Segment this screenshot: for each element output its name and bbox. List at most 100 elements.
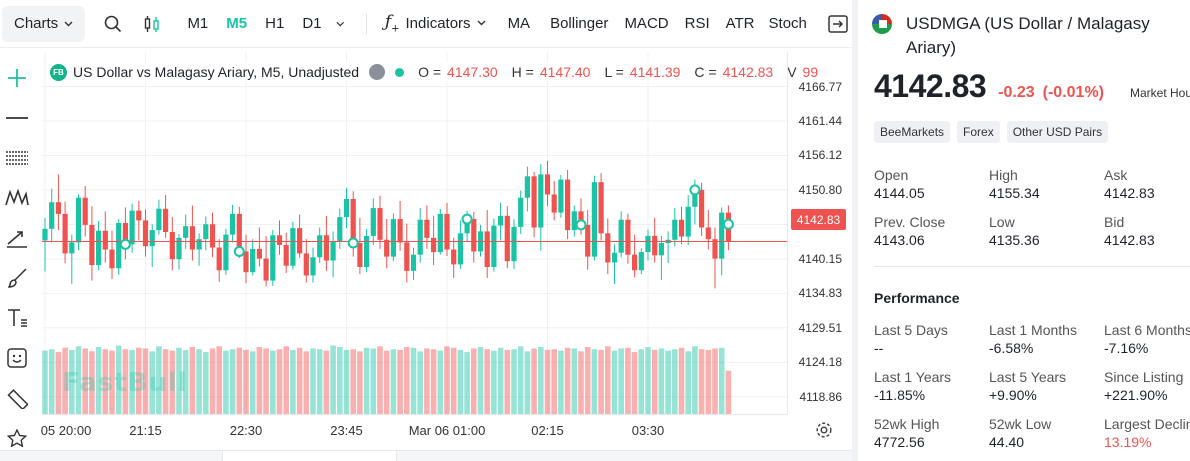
- event-marker[interactable]: [347, 237, 359, 249]
- projection-tool-icon[interactable]: [0, 218, 34, 258]
- timeframe-d1[interactable]: D1: [302, 15, 322, 32]
- indicator-rsi[interactable]: RSI: [684, 15, 710, 32]
- volume-bar: [209, 348, 216, 414]
- stat-label: Bid: [1104, 214, 1125, 230]
- event-marker[interactable]: [119, 238, 131, 250]
- event-marker[interactable]: [461, 213, 473, 225]
- candle-body: [431, 237, 437, 253]
- perf-label: Last 1 Years: [874, 369, 952, 385]
- candle-body: [417, 219, 423, 255]
- perf-label: Last 6 Months: [1104, 322, 1190, 338]
- pattern-tool-icon[interactable]: [0, 178, 34, 218]
- emoji-tool-icon[interactable]: [0, 338, 34, 378]
- volume-bar: [491, 350, 497, 414]
- volume-bar: [75, 346, 82, 414]
- candle-body: [444, 213, 450, 250]
- volume-bar: [404, 347, 410, 414]
- time-axis[interactable]: 05 20:00 21:15 22:30 23:45 Mar 06 01:00 02:15…: [41, 414, 787, 444]
- timeframe-m1[interactable]: M1: [187, 15, 209, 32]
- candle-body: [685, 206, 691, 237]
- ruler-tool-icon[interactable]: [0, 378, 34, 418]
- trendline-tool-icon[interactable]: [0, 98, 34, 138]
- volume-bar: [705, 349, 712, 414]
- stat-label: Ask: [1104, 167, 1128, 183]
- candlestick-type-icon[interactable]: [138, 8, 165, 40]
- candle-body: [116, 222, 122, 269]
- event-marker[interactable]: [575, 219, 587, 231]
- volume-bar: [156, 346, 162, 414]
- stat-value: 4142.83: [1104, 232, 1155, 248]
- active-chart-tab[interactable]: [222, 451, 397, 461]
- perf-since-listing: Since Listing +221.90%: [1104, 368, 1190, 404]
- candle-body: [69, 242, 75, 254]
- volume-bar: [115, 345, 122, 414]
- stat-open: Open 4144.05: [874, 166, 989, 202]
- indicator-bollinger[interactable]: Bollinger: [550, 15, 609, 32]
- candle-body: [89, 224, 95, 266]
- volume-bar: [323, 350, 330, 414]
- volume-bar: [591, 349, 598, 414]
- indicator-atr[interactable]: ATR: [725, 15, 755, 32]
- tag-other-usd-pairs[interactable]: Other USD Pairs: [1006, 121, 1109, 143]
- price-axis[interactable]: 4166.774161.444156.124150.804145.474140.…: [787, 52, 852, 414]
- volume-bar: [450, 347, 457, 414]
- indicator-ma[interactable]: MA: [507, 15, 531, 32]
- brush-tool-icon[interactable]: [0, 258, 34, 298]
- candle-body: [82, 197, 88, 225]
- stat-value: 4155.34: [989, 185, 1040, 201]
- open-label: O =: [418, 64, 442, 80]
- indicators-button[interactable]: ƒ+ Indicators: [385, 12, 486, 35]
- candle-body: [491, 225, 497, 267]
- event-marker[interactable]: [689, 184, 701, 196]
- stat-label: Low: [989, 214, 1015, 230]
- candle-body: [605, 233, 611, 263]
- volume-bar: [645, 347, 651, 414]
- y-tick-label: 4118.86: [799, 389, 843, 404]
- chart-settings-gear-icon[interactable]: [815, 421, 833, 444]
- fullscreen-exit-icon[interactable]: [825, 8, 852, 40]
- candle-body: [565, 179, 571, 231]
- volume-bar: [678, 347, 685, 414]
- favorite-star-icon[interactable]: [0, 418, 34, 458]
- volume-bar: [55, 352, 62, 414]
- price-chart[interactable]: [42, 52, 787, 414]
- search-icon[interactable]: [99, 8, 126, 40]
- perf-52wk-high: 52wk High 4772.56: [874, 415, 989, 451]
- indicator-macd[interactable]: MACD: [624, 15, 669, 32]
- candle-body: [511, 226, 517, 262]
- candle-body: [390, 219, 396, 257]
- visibility-toggle-icon[interactable]: [369, 64, 386, 80]
- low-value: 4141.39: [629, 64, 681, 80]
- candle-body: [283, 244, 289, 266]
- candle-body: [451, 249, 457, 265]
- timeframe-more-chevron-icon[interactable]: [335, 21, 344, 27]
- charts-menu-button[interactable]: Charts: [2, 5, 86, 42]
- stat-label: High: [989, 167, 1018, 183]
- volume-label: V: [787, 64, 797, 80]
- volume-bar: [89, 351, 95, 414]
- timeframe-m5[interactable]: M5: [226, 15, 248, 32]
- volume-bar: [236, 347, 243, 414]
- stat-value: 4135.36: [989, 232, 1040, 248]
- symbol-info-panel: USDMGA (US Dollar / Malagasy Ariary) 414…: [858, 0, 1190, 461]
- tag-forex[interactable]: Forex: [957, 121, 1000, 143]
- y-tick-label: 4150.80: [798, 182, 842, 197]
- tag-beemarkets[interactable]: BeeMarkets: [874, 121, 951, 143]
- perf-label: Last 1 Months: [989, 322, 1077, 338]
- text-tool-icon[interactable]: [0, 298, 34, 338]
- volume-bar: [544, 349, 551, 414]
- timeframe-h1[interactable]: H1: [265, 15, 285, 32]
- candle-body: [96, 230, 102, 266]
- candle-body: [350, 199, 356, 244]
- candle-body: [129, 210, 135, 245]
- candle-body: [163, 208, 169, 233]
- fibonacci-tool-icon[interactable]: [0, 138, 34, 178]
- volume-bar: [484, 349, 490, 414]
- candle-body: [49, 202, 55, 229]
- event-marker[interactable]: [722, 218, 734, 230]
- stat-high: High 4155.34: [989, 166, 1104, 202]
- candle-body: [464, 219, 470, 234]
- indicator-stoch[interactable]: Stoch: [768, 15, 807, 32]
- crosshair-tool-icon[interactable]: [0, 58, 34, 98]
- event-marker[interactable]: [233, 245, 245, 257]
